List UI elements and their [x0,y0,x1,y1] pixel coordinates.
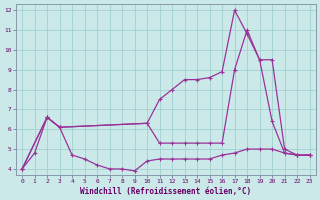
X-axis label: Windchill (Refroidissement éolien,°C): Windchill (Refroidissement éolien,°C) [80,187,252,196]
